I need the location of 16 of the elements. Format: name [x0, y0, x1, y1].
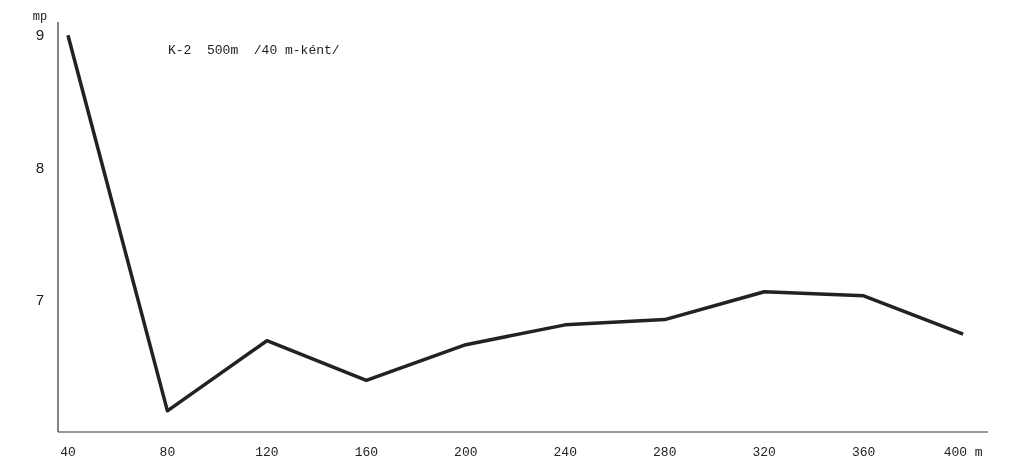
- y-tick-label: 9: [35, 28, 45, 46]
- x-tick-label: 40: [60, 445, 76, 460]
- text: K-2 500m /40 m-ként/: [168, 43, 340, 58]
- x-tick-label: 360: [851, 445, 876, 460]
- y-tick-label: 7: [35, 292, 45, 310]
- x-tick-label: 400 m: [943, 445, 983, 460]
- x-tick-label: 320: [752, 445, 776, 460]
- line-series: [66, 33, 965, 413]
- x-tick-label: 80: [159, 445, 176, 460]
- y-axis-title: mp: [32, 10, 48, 24]
- x-tick-label: 120: [255, 445, 279, 460]
- x-tick-label: 240: [553, 445, 577, 460]
- x-tick-label: 160: [354, 445, 379, 460]
- y-tick-label: 8: [35, 160, 45, 178]
- x-tick-label: 280: [653, 445, 677, 460]
- x-tick-label: 200: [454, 445, 478, 460]
